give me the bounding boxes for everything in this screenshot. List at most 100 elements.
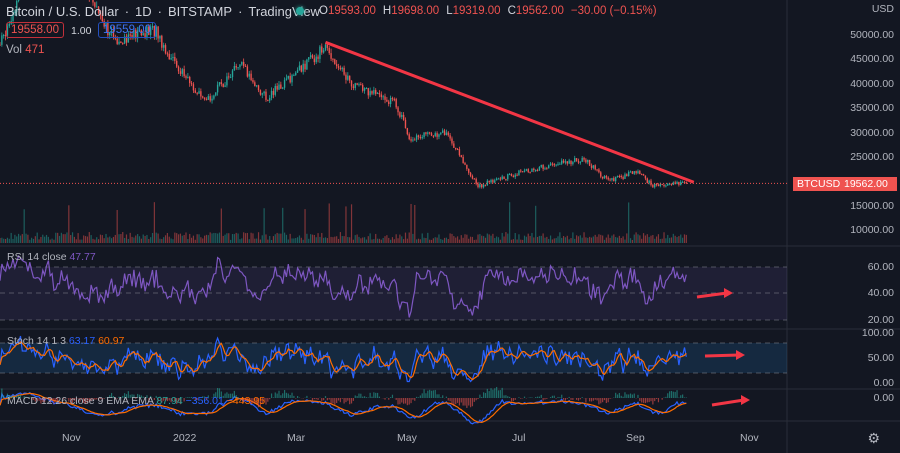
macd-histogram-bar bbox=[669, 391, 671, 398]
volume-bar bbox=[641, 238, 643, 243]
candle bbox=[341, 67, 343, 70]
candle bbox=[648, 180, 650, 183]
volume-bar bbox=[347, 236, 349, 243]
volume-bar bbox=[103, 238, 105, 243]
candle bbox=[375, 90, 377, 94]
macd-histogram-bar bbox=[81, 398, 83, 400]
candle bbox=[142, 33, 144, 36]
macd-histogram-bar bbox=[570, 398, 572, 400]
volume-bar bbox=[613, 234, 615, 243]
candle bbox=[384, 96, 386, 100]
volume-bar bbox=[263, 208, 265, 243]
volume-label: Vol bbox=[6, 44, 22, 56]
macd-histogram-bar bbox=[496, 386, 498, 398]
macd-histogram-bar bbox=[455, 398, 457, 405]
volume-bar bbox=[654, 238, 656, 243]
macd-histogram-bar bbox=[96, 398, 98, 400]
volume-bar bbox=[354, 235, 356, 243]
volume-bar bbox=[356, 234, 358, 243]
macd-histogram-bar bbox=[395, 398, 397, 400]
stoch-d-value: 60.97 bbox=[98, 335, 125, 347]
macd-histogram-bar bbox=[535, 396, 537, 398]
rsi-axis-label: 20.00 bbox=[867, 314, 894, 326]
candle bbox=[148, 26, 150, 35]
volume-bar bbox=[626, 233, 628, 243]
candle bbox=[176, 60, 178, 67]
stoch-axis-label: 0.00 bbox=[873, 377, 894, 389]
volume-bar bbox=[352, 239, 354, 243]
candle bbox=[235, 66, 237, 68]
volume-bar bbox=[189, 233, 191, 243]
candle bbox=[505, 178, 507, 180]
macd-histogram-bar bbox=[672, 391, 674, 398]
candle bbox=[122, 43, 124, 45]
candle bbox=[14, 11, 16, 13]
stoch-axis-label: 100.00 bbox=[861, 327, 894, 339]
volume-bar bbox=[510, 239, 513, 243]
macd-histogram-bar bbox=[34, 398, 36, 402]
volume-bar bbox=[525, 236, 527, 243]
buy-button[interactable]: 19559.00 bbox=[98, 22, 156, 38]
candle bbox=[531, 168, 533, 172]
candle bbox=[203, 97, 206, 100]
candle bbox=[622, 177, 624, 179]
candle bbox=[263, 91, 265, 94]
candle bbox=[464, 162, 466, 165]
candle bbox=[680, 181, 682, 185]
macd-histogram-bar bbox=[607, 398, 609, 403]
candle bbox=[376, 93, 379, 95]
volume-bar bbox=[311, 234, 314, 243]
macd-histogram-bar bbox=[86, 398, 89, 404]
interval[interactable]: 1D bbox=[135, 4, 152, 19]
candle bbox=[484, 184, 487, 186]
macd-histogram-bar bbox=[135, 398, 137, 399]
candle bbox=[458, 149, 461, 156]
volume-bar bbox=[566, 235, 568, 243]
volume-bar bbox=[674, 235, 676, 243]
volume-bar bbox=[176, 233, 178, 243]
candle bbox=[332, 58, 334, 60]
candle bbox=[499, 178, 502, 180]
volume-bar bbox=[655, 236, 658, 243]
candle bbox=[642, 174, 645, 176]
macd-histogram-bar bbox=[391, 394, 394, 398]
symbol-name[interactable]: Bitcoin / U.S. Dollar bbox=[6, 4, 119, 19]
volume-bar bbox=[246, 232, 248, 243]
candle bbox=[274, 85, 276, 95]
macd-histogram-bar bbox=[261, 398, 263, 404]
candle bbox=[187, 76, 189, 78]
candle bbox=[685, 182, 688, 184]
macd-histogram-bar bbox=[445, 396, 447, 398]
candle bbox=[190, 83, 193, 85]
currency-label[interactable]: USD bbox=[871, 3, 894, 15]
candle bbox=[393, 99, 396, 101]
volume-bar bbox=[144, 235, 146, 243]
volume-bar bbox=[71, 232, 74, 243]
volume-bar bbox=[590, 237, 593, 243]
macd-histogram-bar bbox=[107, 397, 109, 398]
candle bbox=[360, 84, 362, 86]
macd-histogram-bar bbox=[263, 398, 265, 403]
volume-bar bbox=[624, 239, 626, 243]
candle bbox=[254, 82, 256, 87]
candle bbox=[494, 180, 496, 183]
volume-bar bbox=[609, 237, 611, 243]
macd-histogram-bar bbox=[146, 395, 148, 398]
volume-bar bbox=[676, 237, 678, 243]
candle bbox=[588, 159, 591, 166]
macd-histogram-bar bbox=[129, 394, 131, 398]
arrow-head-icon bbox=[736, 350, 745, 360]
volume-bar bbox=[620, 237, 622, 243]
settings-gear-icon[interactable]: ⚙ bbox=[867, 430, 880, 446]
sell-button[interactable]: 19558.00 bbox=[6, 22, 64, 38]
volume-bar bbox=[629, 238, 632, 243]
macd-histogram-bar bbox=[207, 395, 209, 398]
macd-histogram-bar bbox=[436, 394, 438, 398]
volume-bar bbox=[328, 203, 330, 243]
volume-bar bbox=[177, 234, 180, 243]
macd-histogram-bar bbox=[166, 398, 168, 402]
macd-histogram-bar bbox=[503, 395, 505, 398]
candle bbox=[287, 76, 289, 79]
volume-bar bbox=[362, 237, 364, 243]
